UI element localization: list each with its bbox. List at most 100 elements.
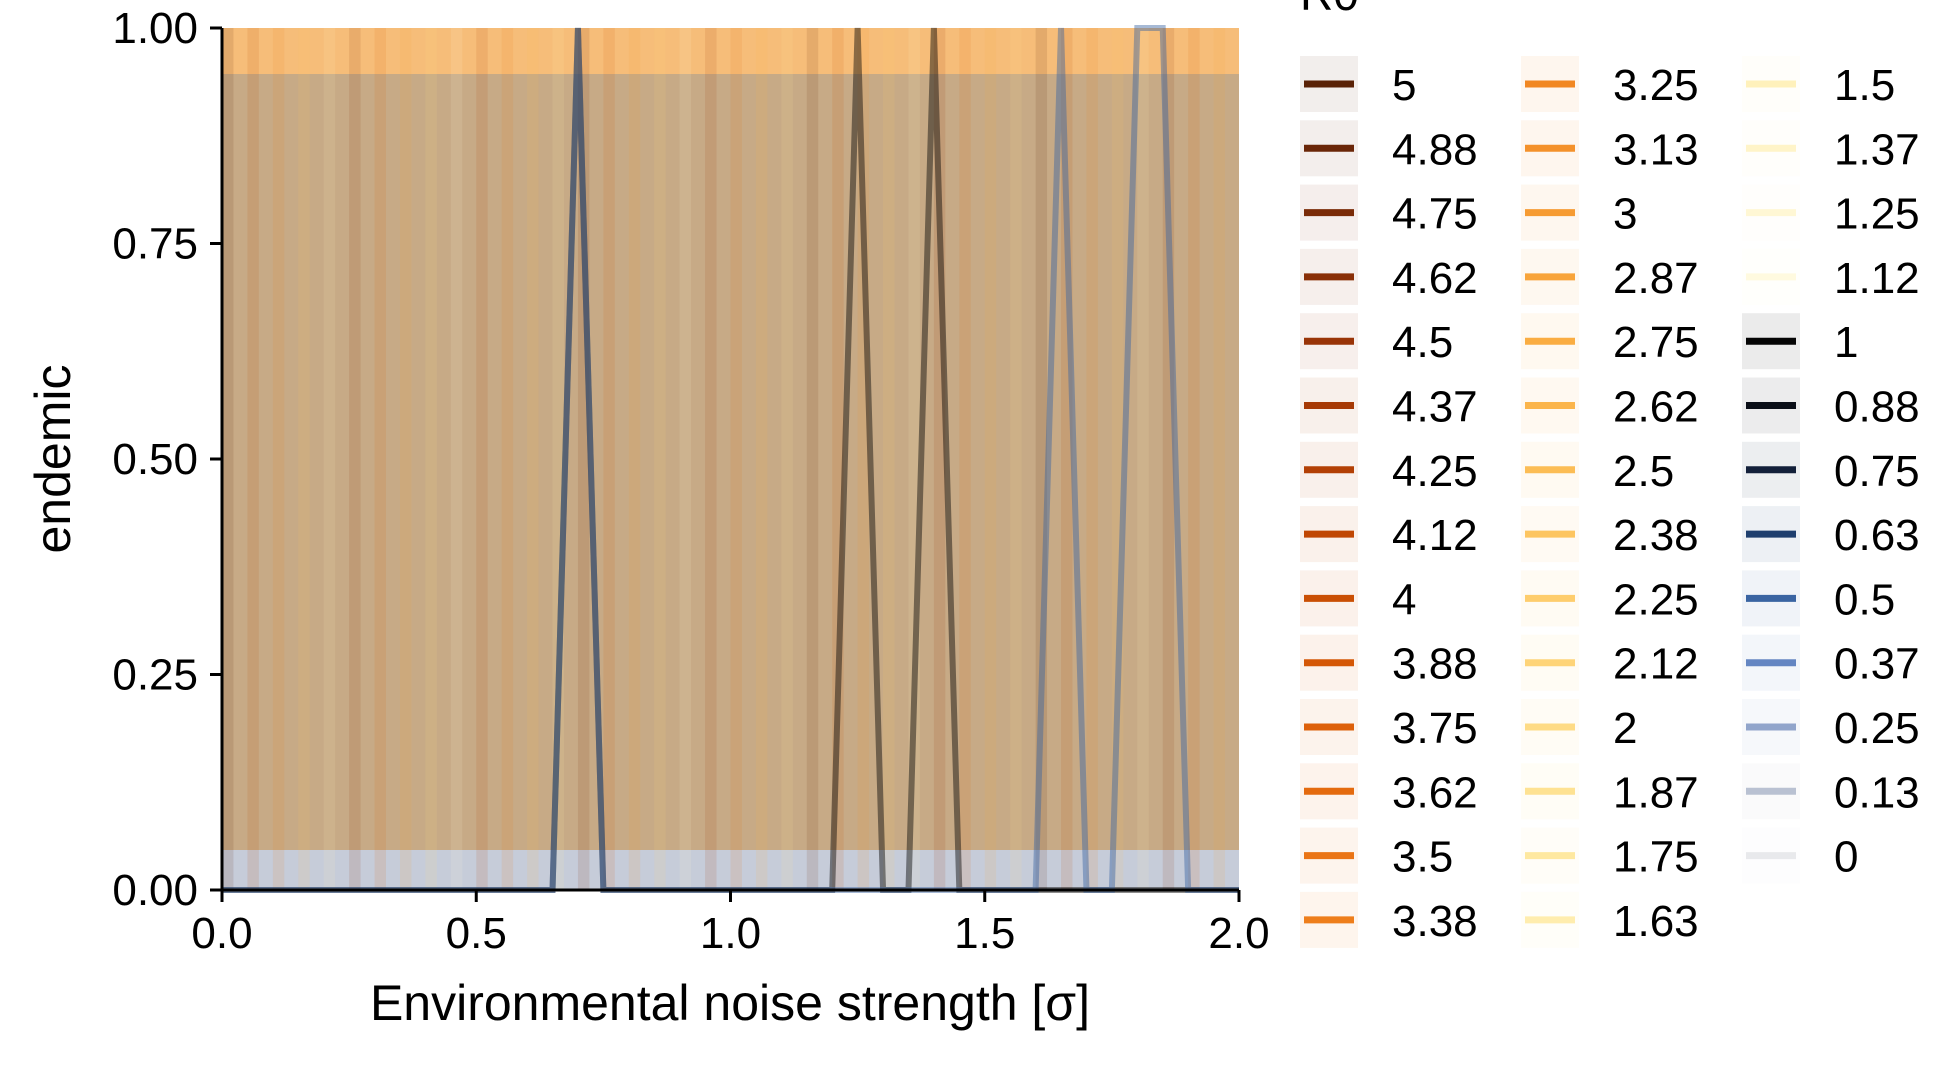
legend-label: 3.5	[1392, 833, 1453, 882]
series-stripe	[1061, 28, 1073, 890]
legend-label: 3.13	[1613, 125, 1699, 174]
legend-label: 1.37	[1834, 125, 1920, 174]
x-tick-label: 0.5	[446, 909, 507, 958]
legend-label: 4.25	[1392, 447, 1478, 496]
legend-label: 0.63	[1834, 511, 1920, 560]
legend-label: 3.25	[1613, 61, 1699, 110]
legend-label: 0.88	[1834, 383, 1920, 432]
series-stripe	[374, 28, 386, 890]
series-stripe	[730, 28, 742, 890]
legend-label: 2.5	[1613, 447, 1674, 496]
series-stripe	[1162, 28, 1175, 890]
legend-label: 1.87	[1613, 768, 1699, 817]
series-stripe	[1188, 28, 1200, 890]
legend-label: 5	[1392, 61, 1416, 110]
legend-label: 3	[1613, 190, 1637, 239]
y-ticks: 0.00 0.25 0.50 0.75 1.00	[112, 4, 222, 915]
legend-label: 0.37	[1834, 640, 1920, 689]
series-stripe	[1086, 28, 1098, 890]
series-stripe	[247, 28, 259, 890]
x-tick-label: 1.5	[954, 909, 1015, 958]
series-stripe	[272, 28, 285, 890]
series-stripe	[425, 28, 437, 890]
legend-label: 4.12	[1392, 511, 1478, 560]
series-stripe	[1213, 28, 1226, 890]
legend-label: 2.38	[1613, 511, 1699, 560]
series-stripe	[832, 28, 844, 890]
series-layer	[222, 25, 1239, 893]
y-tick-label: 0.25	[112, 651, 198, 700]
series-stripe	[705, 28, 717, 890]
legend-label: 3.62	[1392, 768, 1478, 817]
legend-label: 0.25	[1834, 704, 1920, 753]
y-tick-label: 1.00	[112, 4, 198, 53]
y-tick-label: 0.00	[112, 866, 198, 915]
legend-label: 2.25	[1613, 575, 1699, 624]
series-stripe	[883, 28, 895, 890]
x-ticks: 0.0 0.5 1.0 1.5 2.0	[191, 890, 1270, 958]
series-stripe	[628, 28, 641, 890]
x-tick-label: 0.0	[191, 909, 252, 958]
legend-label: 4.5	[1392, 318, 1453, 367]
legend-label: 4.62	[1392, 254, 1478, 303]
series-stripe	[933, 28, 946, 890]
legend-label: 3.38	[1392, 897, 1478, 946]
legend-label: 1.25	[1834, 190, 1920, 239]
series-stripe	[781, 28, 793, 890]
series-stripe	[577, 28, 590, 890]
band-bottom	[222, 850, 1239, 890]
plot-bands	[222, 28, 1239, 890]
y-tick-label: 0.75	[112, 220, 198, 269]
legend-label: 4.37	[1392, 383, 1478, 432]
series-stripe	[959, 28, 971, 890]
x-tick-label: 1.0	[700, 909, 761, 958]
legend-label: 4.88	[1392, 125, 1478, 174]
legend-label: 4	[1392, 575, 1416, 624]
series-stripe	[603, 28, 615, 890]
series-stripe	[527, 28, 539, 890]
legend-label: 0.13	[1834, 768, 1920, 817]
legend-title: R0	[1300, 0, 1359, 20]
legend-label: 4.75	[1392, 190, 1478, 239]
series-stripe	[1137, 28, 1149, 890]
series-stripe	[501, 28, 514, 890]
legend-label: 2	[1613, 704, 1637, 753]
x-axis-label: Environmental noise strength [σ]	[370, 975, 1090, 1031]
legend-label: 2.62	[1613, 383, 1699, 432]
legend-label: 0	[1834, 833, 1858, 882]
series-stripe	[654, 28, 666, 890]
y-axis-label: endemic	[25, 365, 81, 554]
series-stripe	[908, 28, 920, 890]
series-stripe	[323, 28, 336, 890]
legend-label: 1.63	[1613, 897, 1699, 946]
series-stripe	[450, 28, 463, 890]
series-stripe	[1111, 28, 1124, 890]
legend-label: 2.12	[1613, 640, 1699, 689]
series-stripe	[857, 28, 870, 890]
legend-label: 0.5	[1834, 575, 1895, 624]
legend-label: 1.12	[1834, 254, 1920, 303]
legend-label: 1	[1834, 318, 1858, 367]
series-stripe	[476, 28, 488, 890]
y-tick-label: 0.50	[112, 435, 198, 484]
series-stripe	[222, 28, 234, 890]
series-stripe	[984, 28, 997, 890]
series-stripe	[399, 28, 412, 890]
band-top	[222, 28, 1239, 74]
series-stripe	[1010, 28, 1022, 890]
series-stripe	[1035, 28, 1048, 890]
series-stripe	[806, 28, 819, 890]
series-stripe	[679, 28, 692, 890]
legend-label: 3.88	[1392, 640, 1478, 689]
legend-label: 2.87	[1613, 254, 1699, 303]
legend-label: 2.75	[1613, 318, 1699, 367]
legend: R0 5 4.88 4.75 4.62 4.5 4.37 4.25 4.12 4 3.88 3.75…	[1300, 0, 1920, 948]
series-stripe	[552, 28, 564, 890]
series-stripe	[298, 28, 310, 890]
series-stripe	[349, 28, 361, 890]
x-tick-label: 2.0	[1208, 909, 1269, 958]
series-stripe	[755, 28, 768, 890]
legend-label: 1.5	[1834, 61, 1895, 110]
legend-label: 3.75	[1392, 704, 1478, 753]
